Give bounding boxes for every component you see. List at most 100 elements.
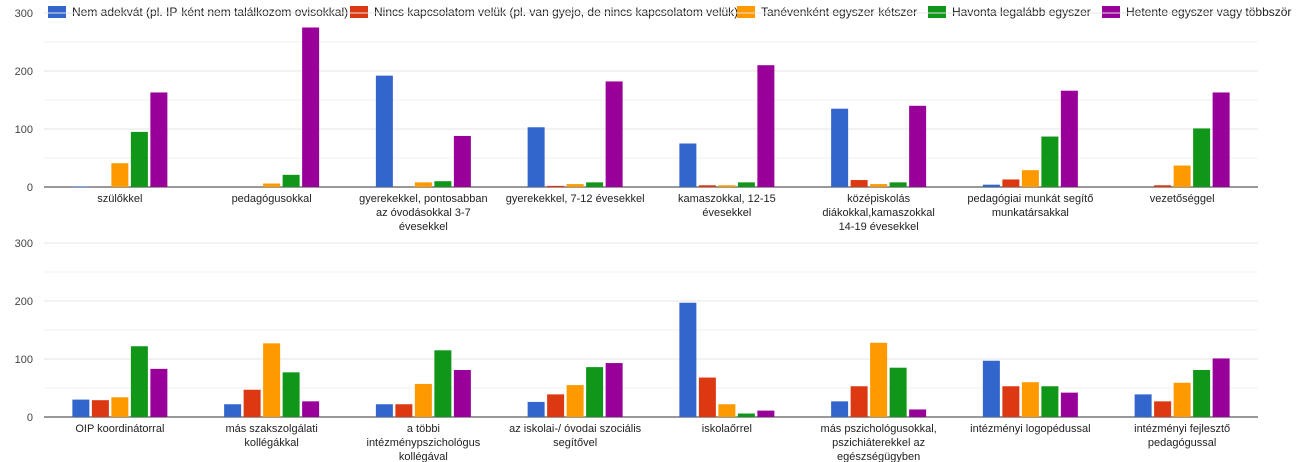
bar	[150, 92, 168, 187]
bar	[72, 186, 90, 187]
bar	[453, 370, 471, 417]
bar	[111, 397, 129, 417]
bar	[1193, 370, 1211, 417]
y-tick-label: 100	[15, 124, 33, 136]
category-label: egészségügyben	[837, 451, 920, 462]
category-label: évesekkel	[399, 221, 448, 233]
legend-label: Nem adekvát (pl. IP-ként nem találkozom …	[72, 5, 348, 19]
bar	[527, 127, 545, 187]
bar	[1002, 179, 1020, 187]
category-label: az iskolai-/ óvodai szociális	[509, 423, 642, 435]
bar	[1173, 165, 1191, 187]
category-label: a többi	[407, 423, 440, 435]
bar	[224, 404, 242, 417]
bar	[679, 143, 697, 187]
category-label: évesekkel	[702, 207, 751, 219]
legend-swatch	[737, 6, 755, 18]
bar	[757, 410, 775, 417]
bar	[1060, 90, 1078, 187]
bar	[414, 182, 432, 187]
bar	[889, 367, 907, 417]
bar	[698, 377, 716, 417]
legend-swatch	[48, 6, 66, 18]
bar	[889, 182, 907, 187]
category-label: kamaszokkal, 12-15	[678, 193, 776, 205]
bar	[282, 372, 300, 417]
category-label: középiskolás	[847, 193, 910, 205]
bar	[282, 174, 300, 187]
bar	[302, 27, 320, 187]
bar	[395, 404, 413, 417]
bar	[698, 185, 716, 187]
bar	[434, 181, 452, 187]
bar	[111, 163, 129, 187]
category-label: pedagógussal	[1148, 437, 1217, 449]
legend-swatch	[350, 6, 368, 18]
bar	[586, 182, 604, 187]
category-label: iskolaőrrel	[702, 423, 752, 435]
bar	[1212, 92, 1230, 187]
category-label: intézménypszichológus	[367, 437, 481, 449]
category-label: OIP koordinátorral	[75, 423, 164, 435]
bar	[909, 105, 927, 187]
bar	[547, 185, 565, 187]
legend-label: Tanévenként egyszer-kétszer	[761, 5, 917, 19]
bar	[566, 385, 584, 417]
y-tick-label: 0	[27, 182, 33, 194]
bar	[453, 135, 471, 187]
legend-label: Hetente egyszer vagy többször	[1126, 5, 1291, 19]
category-label: pszichiáterekkel az	[832, 437, 925, 449]
category-label: pedagógiai munkát segítő	[967, 193, 1093, 205]
bar	[831, 108, 849, 187]
bar	[527, 401, 545, 417]
bar	[605, 81, 623, 187]
category-label: vezetőséggel	[1150, 193, 1215, 205]
bar	[72, 399, 90, 417]
y-tick-label: 0	[27, 412, 33, 424]
category-label: segítővel	[553, 437, 597, 449]
bar	[605, 363, 623, 417]
category-label: munkatársakkal	[992, 207, 1069, 219]
category-label: pedagógusokkal	[232, 193, 312, 205]
bar	[1154, 401, 1172, 417]
bar	[1021, 170, 1039, 187]
bar	[679, 302, 697, 417]
bar	[982, 360, 1000, 417]
category-label: szülőkkel	[97, 193, 142, 205]
bar	[91, 400, 109, 417]
bar	[566, 184, 584, 187]
legend-swatch	[928, 6, 946, 18]
bar	[263, 343, 281, 417]
bar	[1173, 382, 1191, 417]
bar	[1060, 392, 1078, 417]
bar	[130, 346, 148, 417]
bar	[434, 350, 452, 417]
bar	[1041, 386, 1059, 417]
category-label: diákokkal,kamaszokkal	[822, 207, 935, 219]
bar	[1193, 128, 1211, 187]
y-tick-label: 200	[15, 296, 33, 308]
y-tick-label: 300	[15, 8, 33, 20]
category-label: más szakszolgálati	[225, 423, 317, 435]
legend-swatch	[1102, 6, 1120, 18]
category-label: kollégával	[399, 451, 448, 462]
y-tick-label: 200	[15, 66, 33, 78]
bar	[547, 394, 565, 417]
bar	[263, 183, 281, 187]
bar	[850, 386, 868, 417]
bar	[1212, 358, 1230, 417]
bar	[302, 401, 320, 417]
bar	[1002, 386, 1020, 417]
bar	[718, 404, 736, 417]
category-label: gyerekekkel, 7-12 évesekkel	[506, 193, 645, 205]
bar	[150, 368, 168, 417]
bar	[375, 404, 393, 417]
y-tick-label: 100	[15, 354, 33, 366]
y-tick-label: 300	[15, 238, 33, 250]
bar	[375, 75, 393, 187]
bar	[982, 184, 1000, 187]
legend-label: Havonta legalább egyszer	[952, 5, 1091, 19]
bar	[1021, 382, 1039, 417]
